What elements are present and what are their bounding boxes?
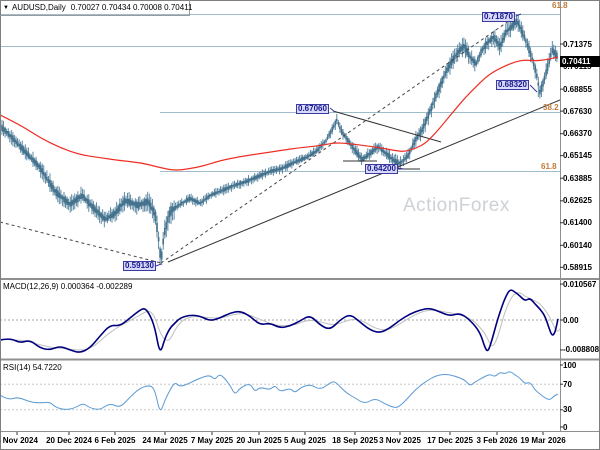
watermark: ActionForex [403, 195, 510, 216]
candlesticks-bodies [1, 18, 558, 260]
axis-value-label: 0.63885 [563, 173, 592, 183]
date-label: 3 Nov 2025 [379, 436, 421, 445]
dashed-trend-line[interactable] [0, 221, 162, 264]
callout-connector [155, 263, 162, 267]
price-callout[interactable]: 0.67060 [296, 104, 329, 114]
symbol-title: AUDUSD,Daily [11, 3, 66, 12]
axis-value-label: 0.67630 [563, 106, 592, 116]
current-price-tag: 0.70411 [560, 56, 600, 67]
date-label: 5 Aug 2025 [284, 436, 326, 445]
axis-value-label: 0.68855 [563, 84, 592, 94]
title-bar: ▼ AUDUSD,Daily 0.70027 0.70434 0.70008 0.7… [0, 0, 193, 16]
axis-value-label: 0.00 [563, 315, 579, 325]
date-label: 19 Mar 2026 [520, 436, 566, 445]
date-label: 24 Mar 2025 [142, 436, 188, 445]
dashed-trend-line[interactable] [160, 15, 517, 264]
date-label: 17 Dec 2025 [427, 436, 473, 445]
axis-value-label: 0.010567 [563, 279, 597, 289]
symbol-dropdown-icon[interactable]: ▼ [3, 5, 9, 11]
price-callout[interactable]: 0.59130 [123, 261, 156, 271]
macd-header: MACD(12,26,9) 0.000364 -0.002289 [3, 282, 133, 291]
date-label: 6 Feb 2025 [94, 436, 136, 445]
axis-value-label: 30 [563, 405, 572, 415]
solid-trend-line[interactable] [332, 110, 442, 143]
rsi-line [0, 371, 559, 411]
fib-label: 61.8 [552, 1, 568, 10]
date-label: 7 May 2025 [190, 436, 234, 445]
callout-connector [329, 107, 336, 113]
axis-value-label: -0.008808 [563, 345, 600, 355]
date-label: 18 Sep 2025 [332, 436, 378, 445]
axis-value-label: 100 [563, 360, 577, 370]
price-callout[interactable]: 0.71870 [482, 12, 515, 22]
axis-value-label: 0.65145 [563, 151, 592, 161]
axis-value-label: 0.58915 [563, 262, 592, 272]
axis-value-label: 70 [563, 379, 572, 389]
macd-main-line [0, 289, 559, 353]
ohlc-values: 0.70027 0.70434 0.70008 0.70411 [70, 3, 193, 12]
date-label: 20 Dec 2024 [46, 436, 92, 445]
axis-value-label: 0.61400 [563, 218, 592, 228]
candlesticks-wicks [1, 14, 558, 266]
price-callout[interactable]: 0.68320 [496, 80, 529, 90]
axis-value-label: 0.60140 [563, 240, 592, 250]
price-callout[interactable]: 0.64200 [365, 164, 398, 174]
axis-value-label: 0.62625 [563, 196, 592, 206]
fib-label: 38.2 [543, 103, 559, 112]
date-label: 6 Nov 2024 [0, 436, 38, 445]
date-label: 3 Feb 2026 [476, 436, 518, 445]
rsi-header: RSI(14) 54.7220 [3, 363, 62, 372]
axis-value-label: 0 [563, 422, 568, 432]
macd-signal-line [4, 292, 560, 351]
date-label: 20 Jun 2025 [236, 436, 282, 445]
callout-connector [529, 84, 538, 93]
axis-value-label: 0.71375 [563, 39, 592, 49]
moving-average-line [0, 56, 559, 171]
callout-connector [515, 13, 522, 17]
callout-connector [397, 167, 405, 170]
fib-label: 61.8 [541, 162, 557, 171]
axis-value-label: 0.66370 [563, 129, 592, 139]
solid-trend-line[interactable] [167, 99, 560, 263]
